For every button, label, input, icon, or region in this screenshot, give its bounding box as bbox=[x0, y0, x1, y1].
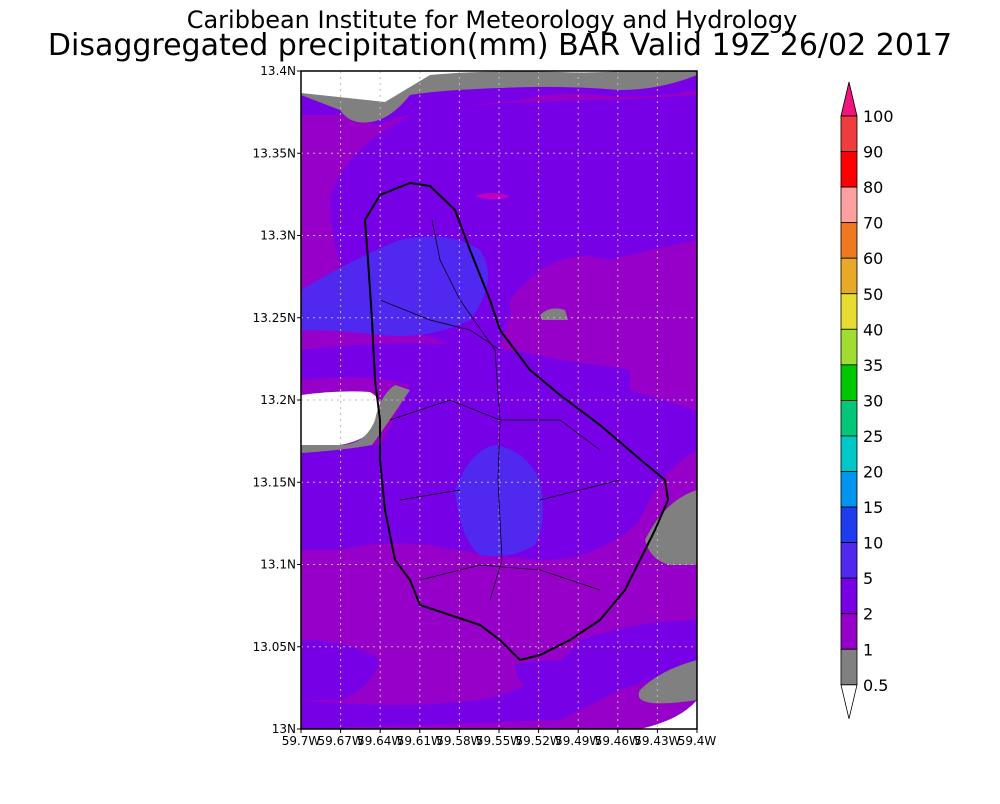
colorbar-arrow bbox=[840, 81, 858, 117]
lon-label: 59.64W bbox=[357, 734, 403, 748]
colorbar-box bbox=[840, 471, 858, 508]
colorbar-label: 100 bbox=[863, 107, 894, 126]
lat-label: 13.15N bbox=[253, 475, 296, 489]
lon-label: 59.52W bbox=[515, 734, 561, 748]
colorbar-label: 25 bbox=[863, 427, 883, 446]
axes: 13.4N 13.35N 13.3N 13.25N 13.2N 13.15N 13.1N 13… bbox=[253, 64, 717, 748]
lon-label: 59.7W bbox=[282, 734, 321, 748]
colorbar-box bbox=[840, 115, 858, 152]
colorbar-box bbox=[840, 293, 858, 330]
colorbar-label: 35 bbox=[863, 356, 883, 375]
colorbar-box bbox=[840, 577, 858, 615]
colorbar-label: 1 bbox=[863, 640, 873, 659]
colorbar-label: 80 bbox=[863, 178, 883, 197]
lon-label: 59.4W bbox=[678, 734, 717, 748]
colorbar-box bbox=[840, 328, 858, 366]
island-outline bbox=[363, 181, 670, 662]
colorbar-label: 30 bbox=[863, 391, 883, 410]
colorbar-label: 20 bbox=[863, 463, 883, 482]
colorbar-box bbox=[840, 648, 858, 686]
colorbar-label: 60 bbox=[863, 249, 883, 268]
lat-label: 13.4N bbox=[260, 64, 296, 78]
lat-label: 13.2N bbox=[260, 393, 296, 407]
colorbar-box bbox=[840, 435, 858, 472]
title: Caribbean Institute for Meteorology and … bbox=[187, 6, 798, 34]
colorbar-box bbox=[840, 399, 858, 437]
colorbar-label: 50 bbox=[863, 285, 883, 304]
colorbar-arrow bbox=[840, 684, 858, 719]
lat-label: 13.1N bbox=[260, 558, 296, 572]
lat-label: 13.25N bbox=[253, 311, 296, 325]
colorbar-box bbox=[840, 506, 858, 543]
colorbar-label: 5 bbox=[863, 569, 873, 588]
lon-label: 59.67W bbox=[317, 734, 363, 748]
colorbar-box bbox=[840, 186, 858, 224]
colorbar-box bbox=[840, 151, 858, 188]
colorbar-box bbox=[840, 257, 858, 295]
lat-label: 13N bbox=[272, 722, 296, 736]
lat-label: 13.35N bbox=[253, 146, 296, 160]
colorbar: 100 90 80 70 60 50 40 35 30 25 20 15 10 5 2 1 0.5 bbox=[840, 81, 894, 719]
lat-label: 13.3N bbox=[260, 229, 296, 243]
colorbar-box bbox=[840, 364, 858, 401]
colorbar-label: 10 bbox=[863, 534, 883, 553]
colorbar-box bbox=[840, 222, 858, 259]
colorbar-label: 0.5 bbox=[863, 676, 888, 695]
colorbar-label: 70 bbox=[863, 214, 883, 233]
colorbar-label: 40 bbox=[863, 320, 883, 339]
lon-label: 59.46W bbox=[595, 734, 641, 748]
colorbar-label: 90 bbox=[863, 143, 883, 162]
lat-label: 13.05N bbox=[253, 640, 296, 654]
precip-field bbox=[301, 71, 697, 729]
lon-label: 59.49W bbox=[555, 734, 601, 748]
lon-label: 59.58W bbox=[436, 734, 482, 748]
colorbar-label: 15 bbox=[863, 498, 883, 517]
subtitle: Disaggregated precipitation(mm) BAR Vali… bbox=[48, 28, 952, 63]
grid bbox=[301, 71, 697, 729]
parish-lines bbox=[379, 219, 621, 601]
lon-label: 59.43W bbox=[634, 734, 680, 748]
lon-label: 59.61W bbox=[397, 734, 443, 748]
colorbar-box bbox=[840, 542, 858, 579]
colorbar-label: 2 bbox=[863, 605, 873, 624]
lon-label: 59.55W bbox=[476, 734, 522, 748]
colorbar-box bbox=[840, 613, 858, 650]
